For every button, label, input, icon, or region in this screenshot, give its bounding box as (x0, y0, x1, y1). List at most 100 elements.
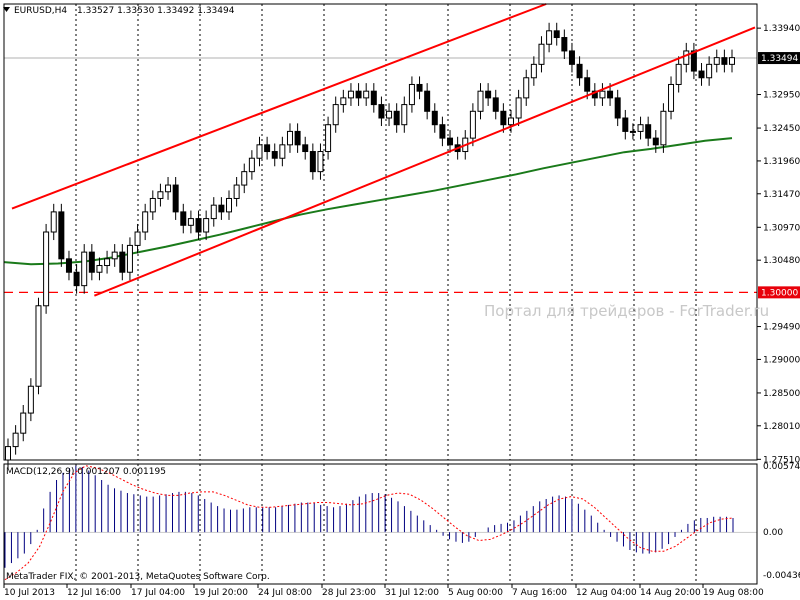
candle-body[interactable] (431, 110, 438, 126)
candle-body[interactable] (439, 124, 446, 139)
candle-body[interactable] (256, 144, 263, 159)
candle-body[interactable] (706, 63, 713, 79)
candle-body[interactable] (187, 218, 194, 226)
candle-body[interactable] (622, 117, 629, 132)
candle-body[interactable] (386, 110, 393, 119)
candle-body[interactable] (340, 97, 347, 106)
candle-body[interactable] (332, 104, 339, 126)
candle-body[interactable] (660, 110, 667, 146)
candle-body[interactable] (568, 50, 575, 65)
candle-body[interactable] (561, 37, 568, 52)
dropdown-triangle-icon[interactable] (3, 7, 10, 12)
candle-body[interactable] (492, 97, 499, 112)
candle-body[interactable] (729, 57, 735, 65)
candle-body[interactable] (652, 137, 659, 146)
candle-body[interactable] (317, 151, 324, 173)
candle-body[interactable] (690, 50, 697, 72)
candle-body[interactable] (637, 124, 644, 132)
candle-body[interactable] (104, 258, 111, 267)
candle-body[interactable] (248, 157, 255, 173)
macd-signal-line[interactable] (4, 465, 734, 581)
candle-body[interactable] (241, 171, 248, 186)
candle-body[interactable] (469, 110, 476, 139)
candle-body[interactable] (675, 63, 682, 85)
candle-body[interactable] (302, 144, 309, 153)
candle-body[interactable] (355, 90, 362, 99)
candle-body[interactable] (370, 90, 377, 106)
candle-body[interactable] (88, 251, 95, 273)
candle-body[interactable] (599, 90, 606, 99)
price-label: 1.33494 (761, 54, 798, 64)
candle-body[interactable] (401, 104, 408, 126)
candle-body[interactable] (279, 144, 286, 159)
candle-body[interactable] (5, 446, 11, 461)
candle-body[interactable] (20, 412, 27, 434)
candle-body[interactable] (416, 83, 423, 92)
candle-body[interactable] (515, 97, 522, 119)
candle-body[interactable] (157, 191, 164, 199)
candle-body[interactable] (447, 137, 454, 146)
moving-average-line[interactable] (3, 137, 733, 266)
candle-body[interactable] (325, 124, 332, 153)
candle-body[interactable] (530, 63, 537, 79)
candle-body[interactable] (347, 90, 354, 99)
candle-body[interactable] (629, 130, 636, 133)
candle-body[interactable] (149, 197, 156, 213)
candle-body[interactable] (165, 184, 172, 193)
candle-body[interactable] (73, 271, 80, 287)
candle-body[interactable] (614, 97, 621, 119)
candle-body[interactable] (195, 218, 202, 233)
candle-body[interactable] (553, 30, 560, 39)
candle-body[interactable] (119, 251, 126, 273)
channel-upper-line[interactable] (11, 3, 547, 210)
candle-body[interactable] (309, 151, 316, 173)
channel-lower-line[interactable] (93, 26, 756, 297)
candle-body[interactable] (363, 90, 370, 99)
candle-body[interactable] (271, 151, 278, 159)
candle-body[interactable] (584, 77, 591, 92)
candle-body[interactable] (81, 251, 88, 287)
candle-body[interactable] (523, 77, 530, 99)
candle-body[interactable] (607, 90, 614, 99)
candle-body[interactable] (233, 184, 240, 199)
candle-body[interactable] (294, 130, 301, 146)
candle-body[interactable] (226, 197, 233, 213)
candle-body[interactable] (507, 117, 514, 126)
candle-body[interactable] (538, 43, 545, 65)
candle-body[interactable] (96, 265, 103, 273)
candle-body[interactable] (424, 90, 431, 112)
candle-body[interactable] (264, 144, 271, 153)
candle-body[interactable] (378, 104, 385, 119)
candle-body[interactable] (12, 432, 19, 448)
candle-body[interactable] (43, 231, 50, 307)
candle-body[interactable] (134, 231, 141, 246)
candle-body[interactable] (698, 70, 705, 79)
candle-body[interactable] (203, 218, 210, 233)
candle-body[interactable] (286, 130, 293, 146)
candle-body[interactable] (126, 244, 133, 273)
candle-body[interactable] (27, 385, 34, 414)
candle-body[interactable] (500, 110, 507, 126)
candle-body[interactable] (485, 90, 492, 99)
candle-body[interactable] (58, 211, 65, 260)
candle-body[interactable] (142, 211, 149, 233)
candle-body[interactable] (645, 124, 652, 139)
candle-body[interactable] (180, 211, 187, 226)
candle-body[interactable] (721, 57, 728, 65)
candle-body[interactable] (210, 204, 217, 220)
candle-body[interactable] (668, 83, 675, 112)
candle-body[interactable] (683, 50, 690, 65)
candle-body[interactable] (713, 57, 720, 65)
candle-body[interactable] (408, 83, 415, 106)
candle-body[interactable] (218, 204, 225, 213)
candle-body[interactable] (172, 184, 179, 213)
candle-body[interactable] (111, 251, 118, 260)
candle-body[interactable] (65, 258, 72, 273)
candle-body[interactable] (546, 30, 553, 45)
candle-body[interactable] (393, 110, 400, 126)
candle-body[interactable] (477, 90, 484, 112)
candle-body[interactable] (35, 305, 42, 387)
candle-body[interactable] (576, 63, 583, 79)
candle-body[interactable] (50, 211, 57, 233)
